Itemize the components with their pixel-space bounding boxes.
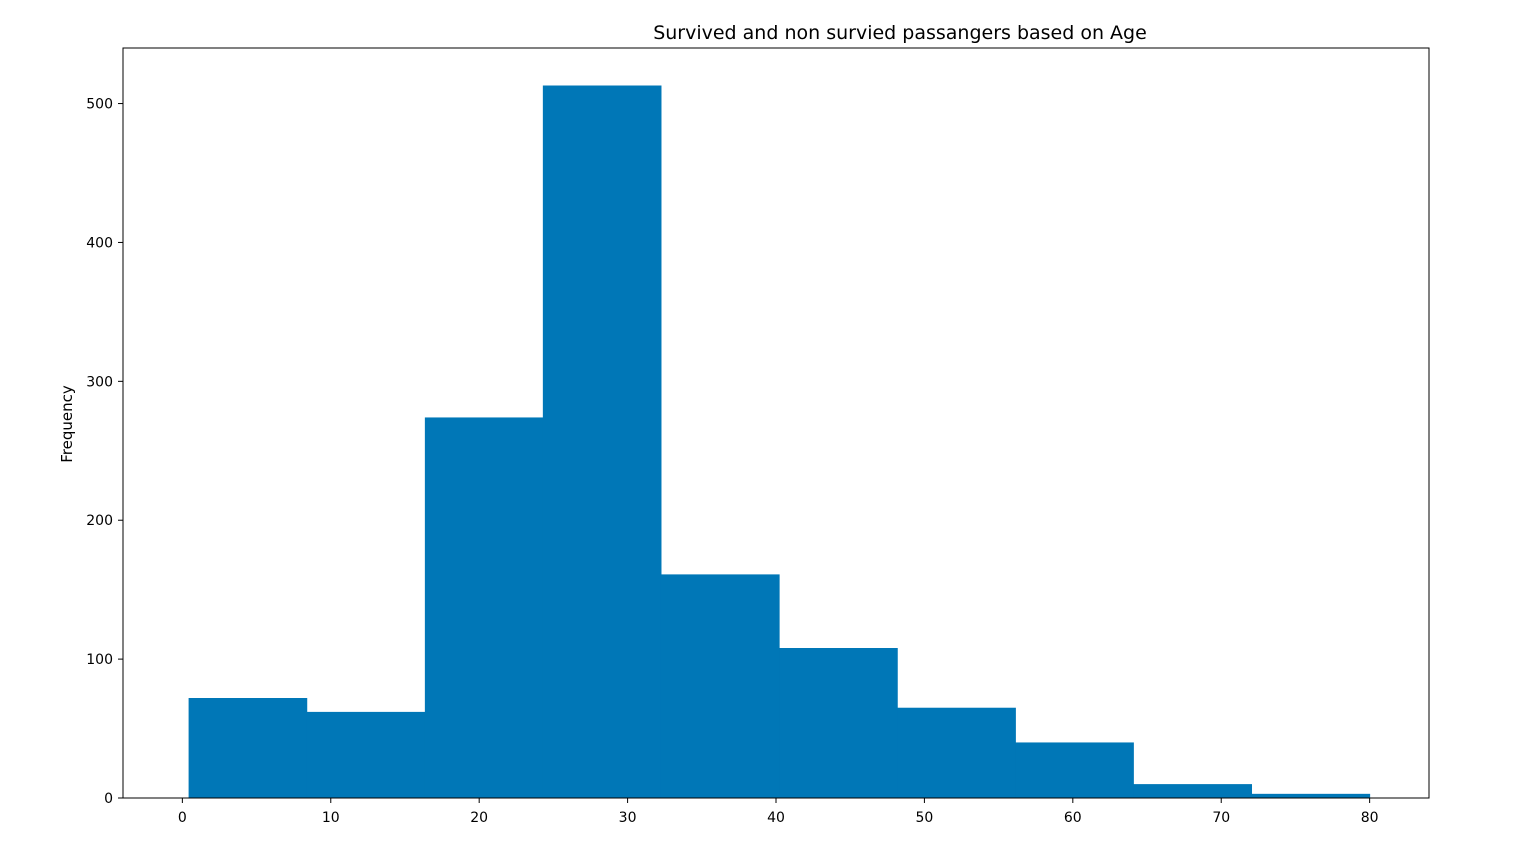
- histogram-bar-7: [1015, 742, 1134, 798]
- histogram-bar-2: [424, 417, 544, 798]
- y-tick-label: 300: [86, 374, 113, 390]
- y-axis-ticks: 0 100 200 300 400 500: [86, 97, 123, 807]
- histogram-bar-0: [188, 698, 308, 798]
- plot-frame: [122, 47, 1430, 799]
- x-tick-label: 10: [322, 810, 340, 826]
- x-axis-ticks: 0 10 20 30 40 50 60 70 80: [178, 798, 1379, 826]
- x-tick-label: 70: [1212, 810, 1230, 826]
- x-tick-label: 60: [1064, 810, 1082, 826]
- histogram-bar-1: [306, 711, 426, 798]
- bars-group: [188, 85, 1371, 798]
- x-tick-label: 40: [767, 810, 785, 826]
- histogram-bar-6: [897, 707, 1016, 798]
- y-tick-label: 500: [86, 97, 113, 113]
- histogram-bar-9: [1251, 793, 1371, 798]
- x-tick-label: 0: [178, 810, 187, 826]
- histogram-bar-3: [542, 85, 662, 798]
- histogram-bar-5: [779, 648, 898, 798]
- y-tick-label: 400: [86, 235, 113, 251]
- x-tick-label: 80: [1361, 810, 1379, 826]
- y-axis-label: Frequency: [58, 385, 76, 463]
- x-tick-label: 50: [915, 810, 933, 826]
- histogram-bar-8: [1133, 784, 1253, 798]
- y-tick-label: 0: [104, 791, 113, 807]
- chart-title: Survived and non survied passangers base…: [653, 22, 1147, 44]
- y-tick-label: 200: [86, 513, 113, 529]
- x-tick-label: 30: [619, 810, 637, 826]
- x-tick-label: 20: [470, 810, 488, 826]
- histogram-bar-4: [660, 574, 780, 798]
- y-tick-label: 100: [86, 652, 113, 668]
